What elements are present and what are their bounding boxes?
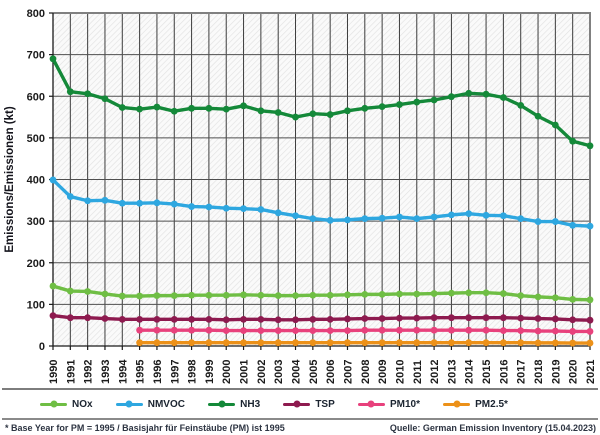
chart-canvas: 1990 1991 1992 1993 1994 1995 1996 1997 1998 1999… xyxy=(4,8,597,384)
svg-text:2001: 2001 xyxy=(239,360,251,384)
svg-text:2011: 2011 xyxy=(412,360,424,384)
legend-item-nox: NOx xyxy=(40,399,93,410)
svg-text:1993: 1993 xyxy=(100,360,112,384)
svg-text:2016: 2016 xyxy=(498,360,510,384)
svg-text:2013: 2013 xyxy=(446,360,458,384)
footer-base-year-note: * Base Year for PM = 1995 / Basisjahr fü… xyxy=(5,423,285,433)
svg-text:100: 100 xyxy=(27,299,45,311)
svg-text:2015: 2015 xyxy=(481,360,493,384)
legend-item-label: PM2.5* xyxy=(475,398,508,410)
svg-text:Emissions/Emissionen (kt): Emissions/Emissionen (kt) xyxy=(4,106,16,253)
emissions-line-chart: 1990 1991 1992 1993 1994 1995 1996 1997 1998 1999… xyxy=(4,8,597,384)
legend-swatch-line xyxy=(40,400,67,408)
svg-text:2010: 2010 xyxy=(394,360,406,384)
legend-item-nh3: NH3 xyxy=(208,399,260,410)
legend-swatch-line xyxy=(443,400,471,408)
svg-text:1992: 1992 xyxy=(83,360,95,384)
legend-swatch-dot xyxy=(367,400,375,408)
svg-text:2012: 2012 xyxy=(429,360,441,384)
legend-item-tsp: TSP xyxy=(283,398,335,410)
svg-text:2003: 2003 xyxy=(273,360,285,384)
legend-swatch-dot xyxy=(50,400,57,408)
legend-swatch-dot xyxy=(453,400,461,408)
svg-text:2018: 2018 xyxy=(533,360,545,384)
legend-item-label: TSP xyxy=(315,398,335,410)
svg-text:1996: 1996 xyxy=(152,360,164,384)
svg-text:2000: 2000 xyxy=(221,360,233,384)
legend-item-nmvoc: NMVOC xyxy=(115,398,185,410)
legend-swatch-dot xyxy=(125,400,133,408)
svg-text:1997: 1997 xyxy=(169,360,181,384)
svg-text:2014: 2014 xyxy=(464,359,476,384)
svg-text:2004: 2004 xyxy=(291,359,303,384)
svg-text:2007: 2007 xyxy=(342,360,354,384)
svg-text:2020: 2020 xyxy=(568,360,580,384)
legend-item-label: NOx xyxy=(72,398,93,410)
legend-item-label: NMVOC xyxy=(147,398,185,410)
svg-text:2021: 2021 xyxy=(585,360,597,384)
svg-text:2008: 2008 xyxy=(360,360,372,384)
svg-text:800: 800 xyxy=(27,8,45,20)
legend-swatch-dot xyxy=(293,400,301,408)
legend-swatch-dot xyxy=(218,400,226,408)
svg-text:200: 200 xyxy=(27,258,45,270)
legend-swatch-line xyxy=(208,400,236,408)
svg-text:600: 600 xyxy=(27,91,45,103)
legend-item-label: PM10* xyxy=(389,398,420,410)
svg-text:2006: 2006 xyxy=(325,360,337,384)
svg-text:2017: 2017 xyxy=(516,360,528,384)
svg-text:0: 0 xyxy=(39,341,45,353)
legend-top-divider xyxy=(2,388,598,390)
legend-swatch-line xyxy=(283,400,311,408)
legend-swatch-line xyxy=(115,400,143,408)
svg-text:300: 300 xyxy=(27,216,45,228)
svg-text:1990: 1990 xyxy=(48,360,60,384)
chart-legend: NOx NMVOC NH3 TSP PM10* PM2.5* xyxy=(40,391,508,417)
svg-text:2009: 2009 xyxy=(377,360,389,384)
legend-swatch-line xyxy=(357,400,385,408)
svg-text:2002: 2002 xyxy=(256,360,268,384)
svg-text:1995: 1995 xyxy=(135,360,147,384)
legend-item-pm10: PM10* xyxy=(357,398,420,410)
legend-bottom-divider xyxy=(2,418,598,420)
svg-text:1994: 1994 xyxy=(117,359,129,384)
legend-item-label: NH3 xyxy=(240,398,261,410)
svg-text:400: 400 xyxy=(27,175,45,187)
svg-text:500: 500 xyxy=(27,133,45,145)
svg-text:700: 700 xyxy=(27,50,45,62)
svg-text:2005: 2005 xyxy=(308,360,320,384)
svg-text:2019: 2019 xyxy=(550,360,562,384)
legend-item-pm25: PM2.5* xyxy=(443,399,508,410)
footer-source-note: Quelle: German Emission Inventory (15.04… xyxy=(389,423,596,433)
svg-text:1998: 1998 xyxy=(187,360,199,384)
chart-footer: * Base Year for PM = 1995 / Basisjahr fü… xyxy=(0,421,600,433)
svg-text:1999: 1999 xyxy=(204,360,216,384)
svg-text:1991: 1991 xyxy=(65,360,77,384)
